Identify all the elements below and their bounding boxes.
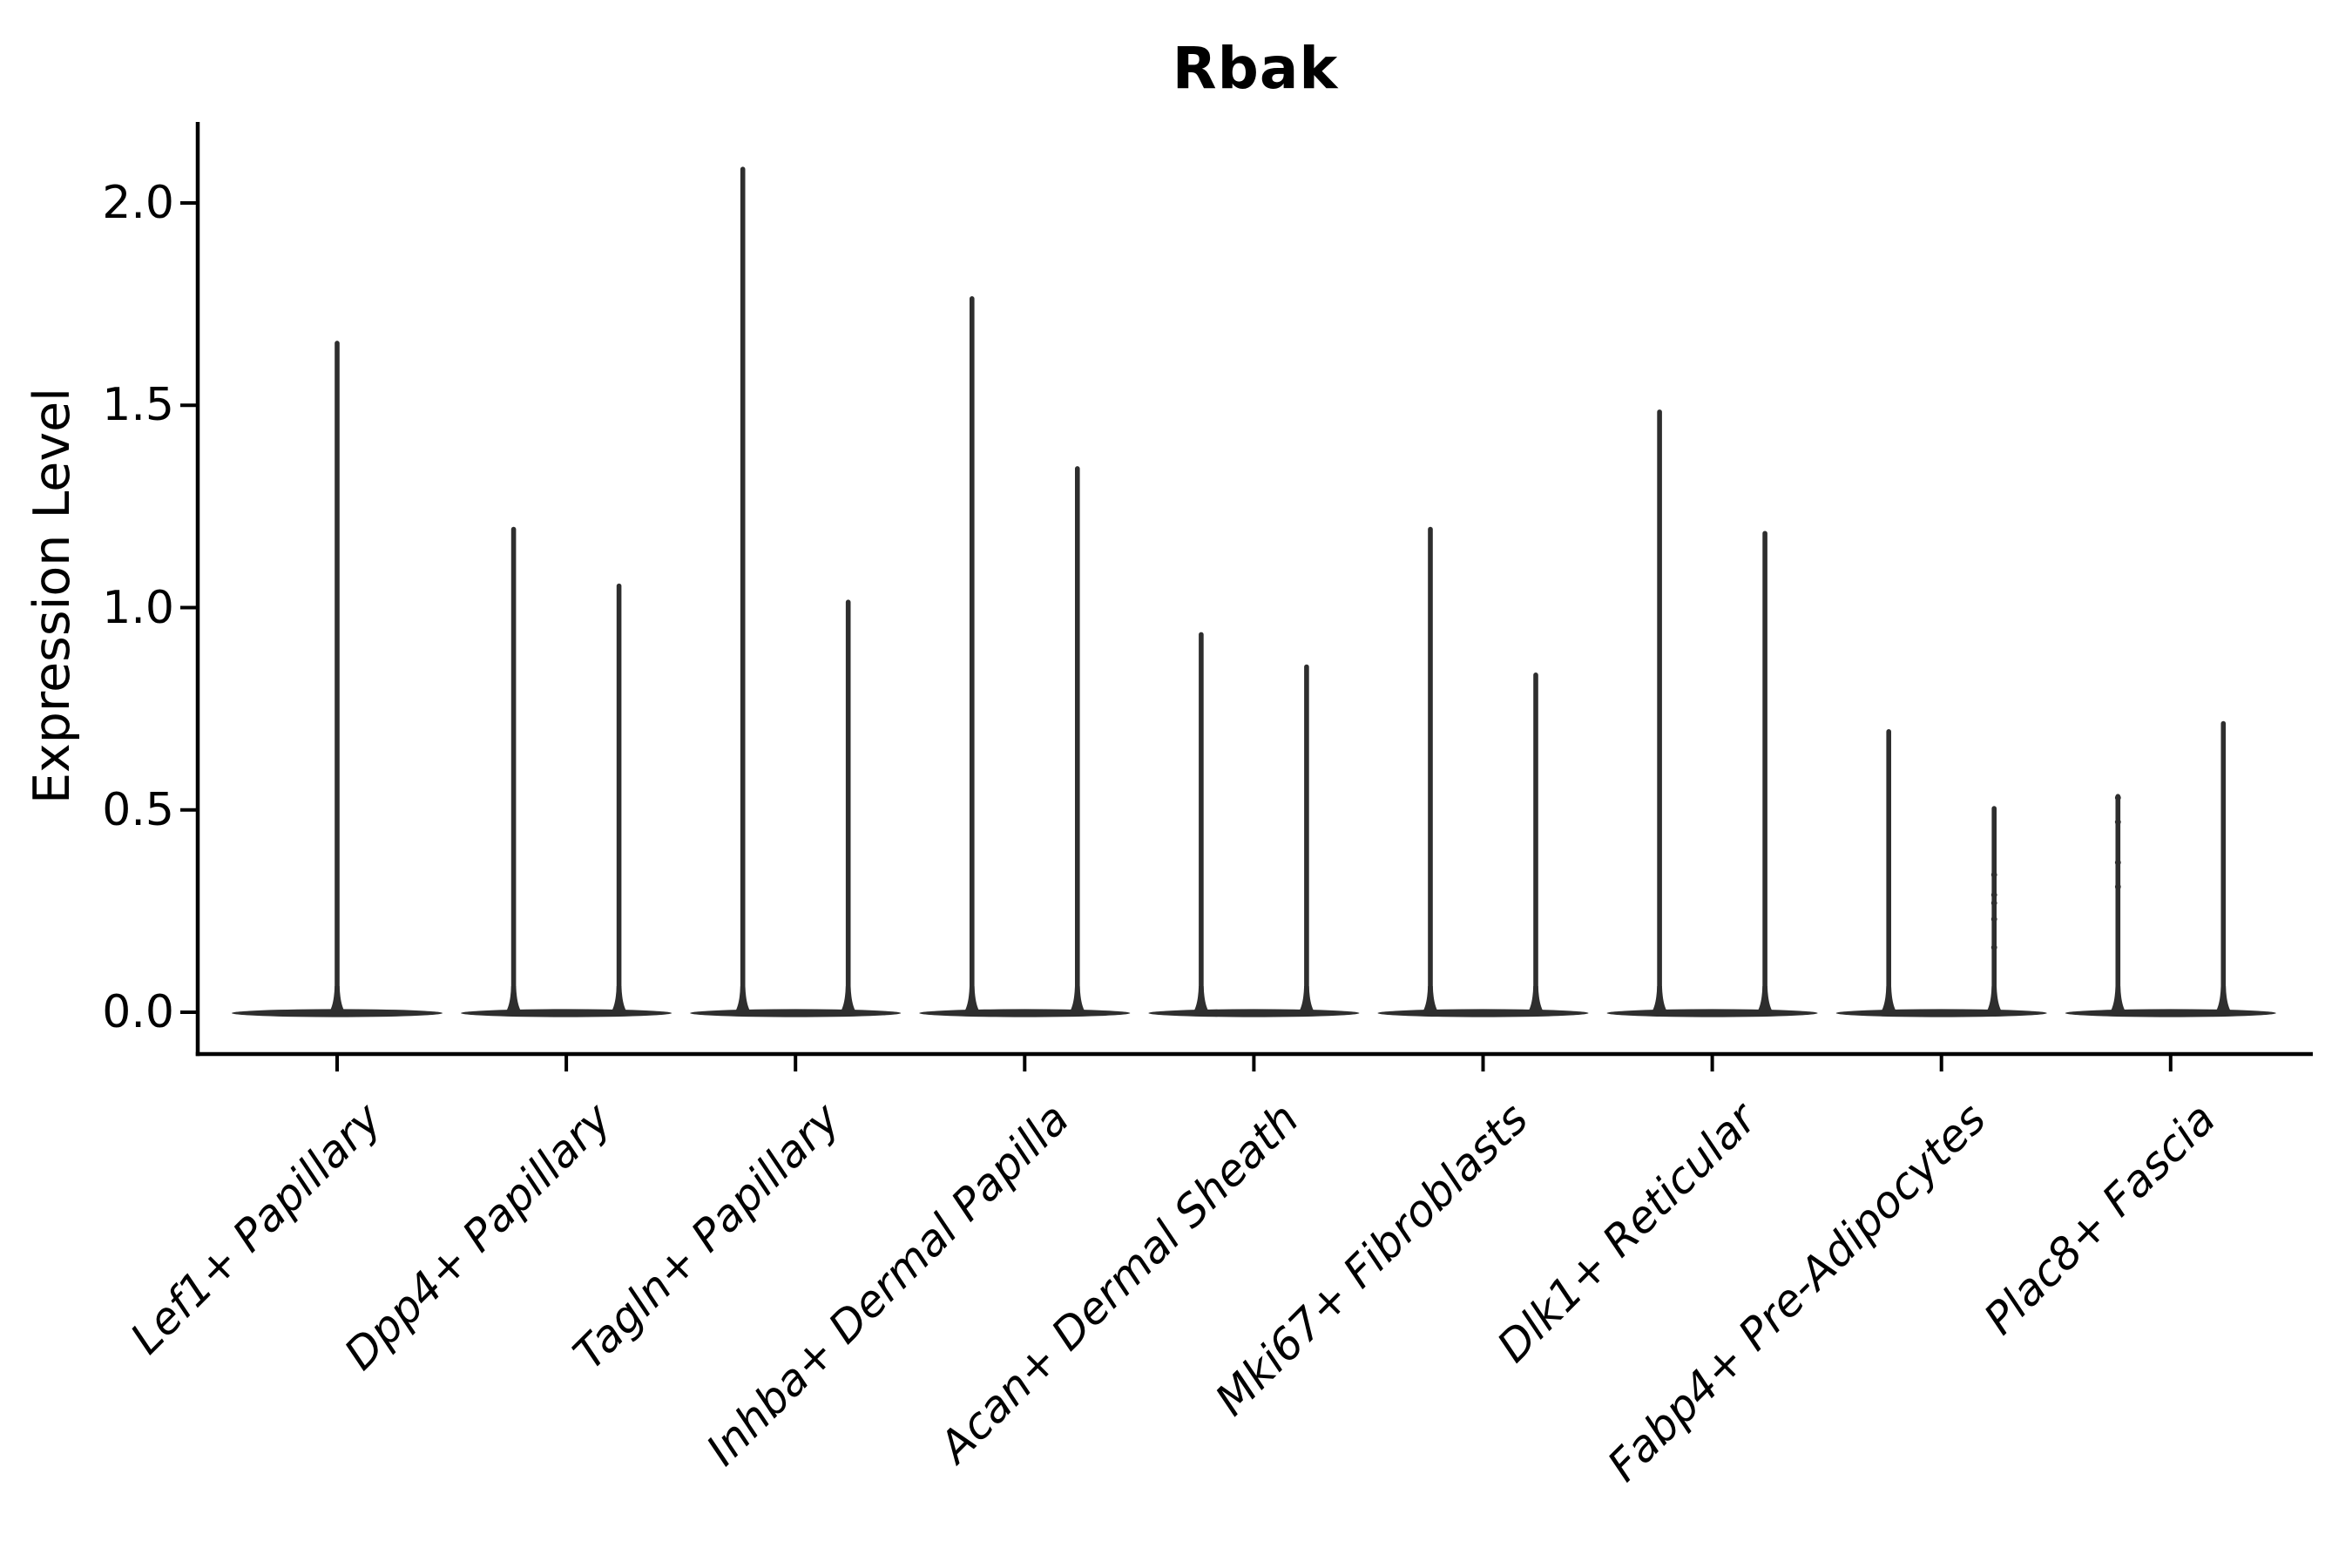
violin-base bbox=[1377, 1009, 1589, 1017]
y-tick-label: 2.0 bbox=[102, 177, 174, 229]
violin-base bbox=[1606, 1009, 1818, 1017]
y-tick-label: 1.5 bbox=[102, 379, 174, 432]
expression-point bbox=[2114, 859, 2121, 866]
expression-point bbox=[1990, 871, 1997, 878]
expression-point bbox=[1990, 891, 1997, 898]
expression-point bbox=[1990, 916, 1997, 923]
violin-base bbox=[1835, 1009, 2047, 1017]
violin-base bbox=[1148, 1009, 1360, 1017]
y-tick-label: 1.0 bbox=[102, 581, 174, 634]
expression-point bbox=[2114, 883, 2121, 890]
expression-point bbox=[1990, 900, 1997, 906]
violin-base bbox=[919, 1009, 1131, 1017]
figure-title: Rbak bbox=[1172, 35, 1339, 102]
violin-base bbox=[461, 1009, 672, 1017]
violin-base bbox=[2065, 1009, 2276, 1017]
y-axis-label: Expression Level bbox=[24, 388, 81, 804]
expression-point bbox=[2114, 794, 2121, 801]
expression-point bbox=[1990, 944, 1997, 951]
y-tick-label: 0.0 bbox=[102, 986, 174, 1038]
expression-point bbox=[2114, 819, 2121, 826]
y-tick-label: 0.5 bbox=[102, 783, 174, 836]
violin-base bbox=[690, 1009, 902, 1017]
